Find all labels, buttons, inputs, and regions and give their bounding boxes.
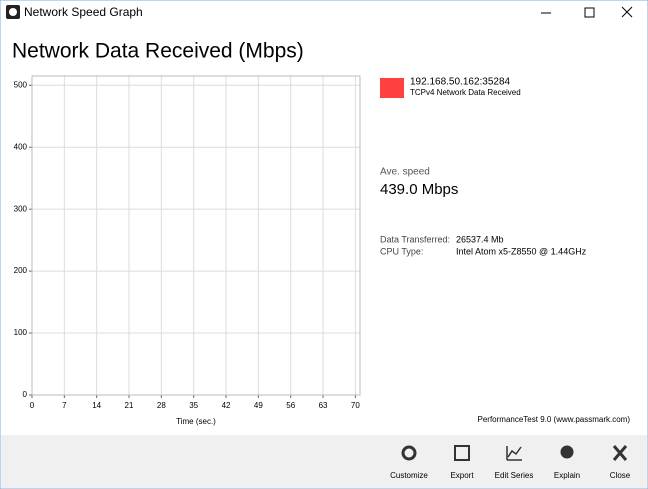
maximize-button[interactable] bbox=[584, 7, 595, 18]
y-tick-label: 200 bbox=[14, 266, 28, 275]
info-value: 26537.4 Mb bbox=[456, 234, 504, 244]
toolbar-label: Customize bbox=[390, 471, 428, 480]
toolbar-label: Close bbox=[610, 471, 631, 480]
export-icon bbox=[454, 445, 470, 461]
info-label: CPU Type: bbox=[380, 246, 423, 256]
explain-icon bbox=[560, 445, 574, 459]
toolbar-label: Edit Series bbox=[495, 471, 534, 480]
y-tick-label: 500 bbox=[14, 80, 28, 89]
y-tick-label: 0 bbox=[23, 390, 28, 399]
info-value: Intel Atom x5-Z8550 @ 1.44GHz bbox=[456, 246, 587, 256]
x-tick-label: 63 bbox=[319, 401, 328, 410]
x-axis-label: Time (sec.) bbox=[176, 417, 216, 426]
average-label: Ave. speed bbox=[380, 167, 430, 178]
toolbar-label: Explain bbox=[554, 471, 580, 480]
x-tick-label: 7 bbox=[62, 401, 67, 410]
y-tick-label: 100 bbox=[14, 328, 28, 337]
x-tick-label: 28 bbox=[157, 401, 166, 410]
toolbar bbox=[1, 435, 647, 488]
legend-swatch bbox=[380, 78, 404, 98]
legend-name: 192.168.50.162:35284 bbox=[410, 77, 511, 88]
plot-border bbox=[31, 75, 361, 396]
footer: PerformanceTest 9.0 (www.passmark.com) bbox=[478, 415, 631, 424]
y-tick-label: 300 bbox=[14, 204, 28, 213]
x-tick-label: 56 bbox=[286, 401, 295, 410]
toolbar-label: Export bbox=[450, 471, 474, 480]
x-tick-label: 21 bbox=[125, 401, 134, 410]
y-tick-label: 400 bbox=[14, 142, 28, 151]
x-tick-label: 49 bbox=[254, 401, 263, 410]
app-icon-dot bbox=[9, 8, 17, 16]
x-tick-label: 70 bbox=[351, 401, 360, 410]
info-label: Data Transferred: bbox=[380, 234, 450, 244]
x-tick-label: 35 bbox=[189, 401, 198, 410]
toolbar-icons bbox=[401, 445, 628, 461]
average-value: 439.0 Mbps bbox=[380, 181, 458, 198]
close-window-button[interactable] bbox=[621, 6, 633, 18]
chart-title: Network Data Received (Mbps) bbox=[12, 40, 304, 63]
legend-description: TCPv4 Network Data Received bbox=[410, 88, 521, 97]
x-tick-label: 14 bbox=[92, 401, 101, 410]
window-title: Network Speed Graph bbox=[24, 5, 143, 19]
x-tick-label: 0 bbox=[30, 401, 35, 410]
edit-series-icon bbox=[506, 446, 522, 461]
customize-icon bbox=[401, 445, 417, 461]
close-icon bbox=[612, 445, 628, 461]
x-tick-label: 42 bbox=[222, 401, 231, 410]
